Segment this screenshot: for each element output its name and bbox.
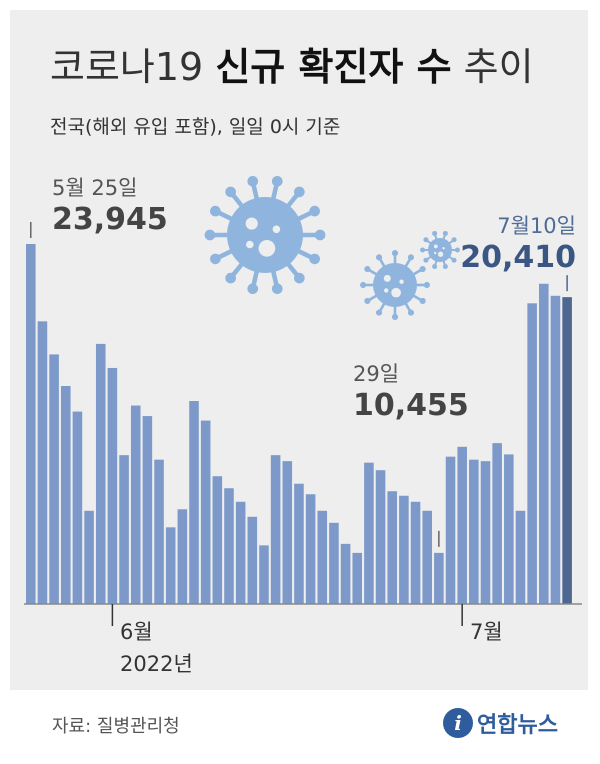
bar-6-20: [329, 522, 339, 604]
chart-title: 코로나19 신규 확진자 수 추이: [50, 44, 534, 90]
yonhap-logo: i 연합뉴스: [443, 705, 558, 741]
title-part-3: 추이: [451, 45, 534, 89]
bar-6-11: [224, 488, 234, 604]
annotation-leaders: [30, 222, 568, 547]
bar-6-8: [189, 401, 199, 604]
bar-6-7: [177, 509, 188, 604]
bar-7-2: [469, 459, 479, 604]
virus-medium-icon: [360, 250, 430, 320]
bar-6-23: [364, 462, 374, 604]
bar-6-18: [305, 494, 316, 604]
bar-6-27: [410, 501, 421, 604]
bar-6-16: [282, 461, 293, 604]
bar-7-3: [480, 461, 491, 604]
bar-series: [26, 244, 572, 604]
chart-svg: [24, 175, 582, 626]
bar-6-28: [422, 510, 432, 604]
bar-6-10: [212, 476, 223, 604]
bar-6-4: [142, 416, 153, 604]
x-axis-year: 2022년: [120, 652, 193, 676]
bar-6-30: [445, 456, 456, 604]
x-tick-label-june: 6월: [120, 620, 153, 644]
bar-7-1: [457, 446, 467, 604]
bar-6-29: [434, 552, 444, 604]
bar-6-2: [119, 455, 129, 604]
yonhap-logo-text: 연합뉴스: [477, 713, 558, 738]
bar-6-15: [270, 455, 281, 604]
bar-5-27: [49, 354, 59, 604]
bar-5-28: [60, 386, 71, 604]
bar-6-25: [387, 491, 398, 604]
bar-7-4: [492, 443, 502, 604]
annotation-low-date: 29일: [353, 362, 400, 386]
bar-7-6: [515, 510, 526, 604]
bar-6-19: [317, 510, 328, 604]
bar-7-7: [527, 303, 537, 604]
bar-7-5: [504, 454, 514, 604]
virus-large-icon: [204, 175, 326, 295]
virus-small-icon: [420, 230, 460, 270]
bar-6-22: [352, 552, 363, 604]
bar-6-26: [399, 495, 409, 604]
title-part-2: 신규 확진자 수: [215, 45, 452, 89]
bar-6-13: [247, 516, 258, 604]
bar-7-8: [539, 283, 549, 604]
annotation-latest-date: 7월10일: [497, 214, 576, 238]
bar-5-25: [26, 244, 36, 604]
source-note: 자료: 질병관리청: [52, 716, 180, 737]
chart-subtitle: 전국(해외 유입 포함), 일일 0시 기준: [50, 116, 341, 138]
bar-6-21: [340, 543, 351, 604]
bar-6-5: [154, 459, 164, 604]
annotation-latest-value: 20,410: [460, 240, 576, 275]
annotation-max-value: 23,945: [52, 202, 168, 237]
virus-illustrations: [204, 175, 460, 320]
yonhap-logo-icon: i: [443, 708, 473, 738]
x-axis-ticks: [111, 604, 463, 626]
bar-6-14: [259, 545, 269, 604]
bar-5-29: [72, 411, 83, 604]
bar-7-10: [562, 297, 572, 604]
bar-5-26: [37, 321, 48, 604]
annotation-max: 5월 25일 23,945: [52, 172, 168, 237]
x-tick-label-july: 7월: [470, 620, 503, 644]
bar-5-31: [95, 343, 106, 604]
bar-6-3: [130, 405, 141, 604]
bar-6-12: [235, 501, 246, 604]
bar-6-24: [375, 470, 386, 604]
bar-6-1: [107, 367, 118, 604]
annotation-max-date: 5월 25일: [52, 176, 138, 200]
title-part-1: 코로나19: [50, 45, 216, 89]
bar-6-17: [294, 483, 304, 604]
bar-6-6: [165, 527, 176, 604]
annotation-latest: 7월10일 20,410: [460, 210, 576, 275]
bar-7-9: [550, 295, 561, 604]
annotation-low-value: 10,455: [353, 388, 469, 423]
bar-6-9: [200, 420, 211, 604]
bar-5-30: [84, 510, 94, 604]
annotation-low: 29일 10,455: [353, 358, 469, 423]
